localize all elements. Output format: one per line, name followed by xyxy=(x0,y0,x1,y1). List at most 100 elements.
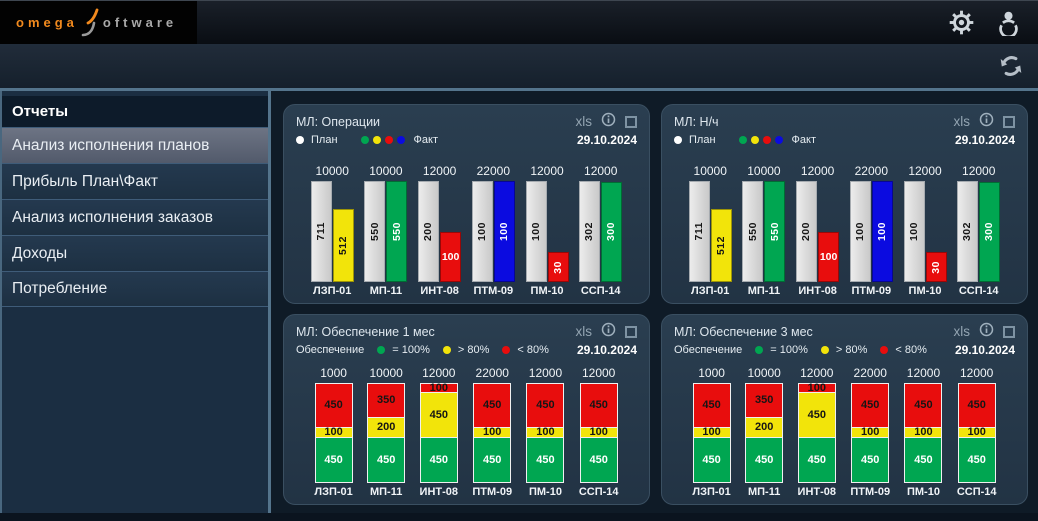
stacked-bar: 450 100 450 xyxy=(692,383,731,483)
bar-value: 100 xyxy=(476,221,489,242)
category-label: ПМ-10 xyxy=(906,486,940,498)
category-label: ПМ-10 xyxy=(528,486,562,498)
chart-panel: МЛ: Н/ч xls План Факт 29.10.2024 10000 711 512 Л… xyxy=(661,104,1028,304)
chart-area: 1000 450 100 450 ЛЗП-01 10000 350 200 450 МП-11 12… xyxy=(674,359,1015,500)
stack-segment: 450 xyxy=(957,438,996,483)
bar-group: 10000 350 200 450 МП-11 xyxy=(745,366,784,498)
bar-group: 10000 550 550 МП-11 xyxy=(742,164,786,297)
bar-group: 12000 450 100 450 ССП-14 xyxy=(957,366,997,498)
stacked-bar: 100 450 450 xyxy=(419,382,458,483)
stacked-bar: 450 100 450 xyxy=(526,383,565,483)
sidebar-item[interactable]: Анализ исполнения планов xyxy=(2,127,268,163)
bar-value: 512 xyxy=(336,236,349,256)
export-xls-button[interactable]: xls xyxy=(953,113,971,129)
select-checkbox[interactable] xyxy=(1003,325,1015,338)
fact-bar: 100 xyxy=(818,231,840,282)
bar-pair: 711 512 xyxy=(688,181,732,282)
stack-segment: 100 xyxy=(797,382,836,393)
fact-bar: 550 xyxy=(386,181,408,282)
bar-group: 10000 350 200 450 МП-11 xyxy=(367,366,406,498)
fact-bar: 300 xyxy=(979,182,1001,282)
export-xls-button[interactable]: xls xyxy=(575,113,593,129)
bar-pair: 100 30 xyxy=(903,181,947,282)
bar-value: 30 xyxy=(929,260,942,274)
sidebar-item[interactable]: Прибыль План\Факт xyxy=(2,163,268,199)
bar-pair: 550 550 xyxy=(742,181,786,282)
bar-value: 100 xyxy=(876,221,889,242)
select-checkbox[interactable] xyxy=(1003,115,1015,128)
stacked-bar: 450 100 450 xyxy=(579,383,618,483)
bar-group: 12000 200 100 ИНТ-08 xyxy=(796,164,840,297)
bar-group: 22000 450 100 450 ПТМ-09 xyxy=(850,366,890,498)
legend-label: План xyxy=(689,134,716,146)
legend-label: < 80% xyxy=(895,344,927,356)
main-area: Отчеты Анализ исполнения планов Прибыль П… xyxy=(0,91,1038,513)
total-label: 10000 xyxy=(369,164,403,178)
stacked-bar: 100 450 450 xyxy=(797,382,836,483)
stack-segment: 450 xyxy=(419,438,458,483)
chart-panel: МЛ: Операции xls План Факт 29.10.2024 10000 71… xyxy=(283,104,650,304)
chart-legend: План Факт xyxy=(296,134,438,146)
category-label: ЛЗП-01 xyxy=(312,285,352,297)
select-checkbox[interactable] xyxy=(625,115,637,128)
stacked-bar: 350 200 450 xyxy=(745,383,784,483)
stack-segment: 450 xyxy=(957,383,996,428)
total-label: 10000 xyxy=(747,164,781,178)
stacked-bar: 350 200 450 xyxy=(367,383,406,483)
legend-dot-icon xyxy=(442,346,451,354)
refresh-icon[interactable] xyxy=(998,53,1024,79)
stacked-bar: 450 100 450 xyxy=(314,383,353,483)
bar-value: 100 xyxy=(498,221,511,242)
legend-dot-icon xyxy=(738,136,747,144)
total-label: 12000 xyxy=(422,366,456,380)
bar-group: 1000 450 100 450 ЛЗП-01 xyxy=(692,366,730,498)
info-icon[interactable] xyxy=(979,322,994,342)
legend-dot-icon xyxy=(372,136,381,144)
user-icon[interactable] xyxy=(995,9,1022,36)
legend-label: Обеспечение xyxy=(674,344,743,356)
sidebar-item[interactable]: Потребление xyxy=(2,271,268,307)
panels-grid: МЛ: Операции xls План Факт 29.10.2024 10000 71… xyxy=(271,91,1038,513)
panel-title: МЛ: Обеспечение 3 мес xyxy=(674,324,813,339)
sidebar-item[interactable]: Анализ исполнения заказов xyxy=(2,199,268,235)
panel-title: МЛ: Обеспечение 1 мес xyxy=(296,324,435,339)
report-date: 29.10.2024 xyxy=(576,133,637,147)
select-checkbox[interactable] xyxy=(625,325,637,338)
export-xls-button[interactable]: xls xyxy=(575,323,593,339)
logo-text-omega: omega xyxy=(16,15,78,30)
sidebar-item[interactable]: Доходы xyxy=(2,235,268,271)
legend-dot-icon xyxy=(296,136,304,144)
category-label: ПМ-10 xyxy=(908,285,942,297)
category-label: ПТМ-09 xyxy=(851,285,892,297)
stack-segment: 450 xyxy=(314,438,353,483)
stacked-bar: 450 100 450 xyxy=(851,383,890,483)
category-label: ССП-14 xyxy=(578,486,619,498)
bar-value: 711 xyxy=(692,222,705,241)
legend-dot-icon xyxy=(377,346,386,354)
bar-pair: 100 30 xyxy=(525,181,569,282)
legend-label: Обеспечение xyxy=(296,344,365,356)
stack-segment: 450 xyxy=(904,438,943,483)
chart-legend: План Факт xyxy=(674,134,816,146)
stack-segment: 350 xyxy=(367,383,406,418)
info-icon[interactable] xyxy=(601,112,616,132)
logo-text-software: oftware xyxy=(102,15,178,30)
legend-dot-icon xyxy=(755,346,764,354)
export-xls-button[interactable]: xls xyxy=(953,323,971,339)
stacked-bar: 450 100 450 xyxy=(473,383,512,483)
total-label: 22000 xyxy=(853,366,887,380)
info-icon[interactable] xyxy=(979,112,994,132)
bar-pair: 100 100 xyxy=(849,181,893,282)
category-label: МП-11 xyxy=(369,486,403,498)
bar-value: 200 xyxy=(800,221,813,242)
total-label: 12000 xyxy=(906,366,941,380)
stack-segment: 100 xyxy=(579,427,618,438)
category-label: ПТМ-09 xyxy=(850,486,891,498)
gear-icon[interactable] xyxy=(948,9,975,36)
fact-bar: 512 xyxy=(332,209,354,282)
legend-label: > 80% xyxy=(835,344,868,356)
bar-pair: 711 512 xyxy=(310,181,354,282)
info-icon[interactable] xyxy=(601,322,616,342)
bar-value: 100 xyxy=(441,250,460,263)
category-label: МП-11 xyxy=(369,285,403,297)
